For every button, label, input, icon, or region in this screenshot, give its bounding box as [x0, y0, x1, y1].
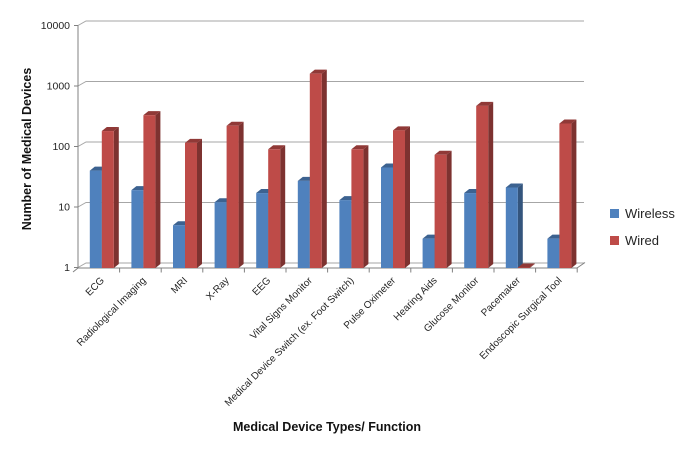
legend: Wireless Wired [610, 206, 675, 260]
bar-wired-7-side [405, 126, 410, 268]
gridline [77, 20, 584, 26]
x-category-label: ECG [84, 275, 107, 298]
bar-wireless-3 [214, 202, 227, 268]
bar-wired-2-side [197, 138, 202, 268]
x-category-label: Radiological Imaging [75, 275, 148, 348]
bar-wired-4 [268, 149, 281, 268]
bar-wired-0-side [113, 127, 119, 268]
bar-wired-5-top [309, 69, 327, 74]
origin-bevel [72, 267, 79, 273]
y-tick-label: 1 [64, 262, 70, 274]
legend-label-wired: Wired [625, 232, 659, 248]
bar-wired-3-top [226, 121, 244, 126]
bar-wireless-1 [131, 190, 144, 268]
wired-series-swatch [610, 235, 619, 245]
bar-wired-5 [309, 73, 322, 268]
y-tick-label: 1000 [47, 81, 71, 93]
bar-wireless-4 [256, 193, 269, 268]
bar-wired-4-side [280, 145, 286, 268]
bar-wired-9-top [476, 101, 494, 106]
bar-wired-8-side [446, 150, 452, 268]
bar-wired-6-top [351, 145, 369, 150]
wireless-series-swatch [610, 208, 619, 218]
bar-wired-2 [185, 142, 197, 268]
bar-wired-1-top [143, 111, 161, 116]
x-category-label: Pacemaker [479, 275, 523, 319]
bar-wired-7-top [393, 126, 410, 131]
x-category-label: EEG [251, 275, 274, 298]
legend-item-wired: Wired [610, 232, 675, 248]
y-tick-label: 10000 [41, 20, 70, 32]
x-category-label: MRI [169, 275, 190, 296]
bar-wired-10-side [529, 263, 535, 268]
y-tick-label: 100 [52, 141, 70, 153]
bar-wireless-0 [89, 170, 102, 268]
bar-wired-8-top [434, 150, 452, 155]
bar-wired-10-top [517, 263, 535, 268]
bar-wired-10 [517, 267, 530, 268]
x-category-label: X-Ray [204, 275, 231, 302]
bar-wireless-8 [422, 238, 435, 268]
bar-wireless-7 [381, 167, 393, 268]
bar-wireless-10 [505, 187, 518, 268]
x-category-label: Endoscopic Surgical Tool [478, 275, 565, 362]
bar-wired-5-side [321, 69, 327, 268]
legend-item-wireless: Wireless [610, 205, 675, 221]
bar-wired-7 [393, 130, 405, 268]
floor-right-edge [576, 262, 586, 269]
y-tick-label: 10 [58, 202, 70, 214]
bar-wired-9-side [488, 101, 494, 269]
bar-wireless-9 [464, 193, 477, 268]
bar-wired-6-side [363, 145, 369, 268]
bar-wired-9 [476, 105, 489, 269]
bar-wired-11-top [559, 119, 577, 124]
y-axis-title: Number of Medical Devices [20, 67, 34, 231]
gridline [77, 202, 584, 208]
bar-wireless-11 [547, 238, 560, 268]
bar-wireless-10-top [505, 183, 523, 188]
x-axis-title: Medical Device Types/ Function [232, 420, 421, 434]
gridline [77, 141, 584, 147]
bar-wired-0-top [101, 127, 119, 132]
bar-wireless-2 [173, 225, 185, 268]
bar-wired-2-top [185, 138, 202, 143]
bar-wired-1 [143, 115, 156, 268]
bar-wireless-6 [339, 200, 352, 268]
bar-wired-8 [434, 154, 447, 268]
bar-wireless-5 [297, 180, 310, 268]
bar-wired-4-top [268, 145, 286, 150]
legend-label-wireless: Wireless [625, 205, 675, 221]
gridline [77, 262, 584, 268]
bar-wired-3-side [238, 121, 244, 269]
gridline [77, 81, 584, 87]
bar-wired-3 [226, 125, 239, 269]
bar-wireless-10-side [517, 183, 523, 268]
bar-wired-1-side [155, 111, 161, 268]
bar-wired-11 [559, 123, 572, 268]
bar-wired-11-side [571, 119, 577, 268]
bar-wired-0 [101, 131, 114, 268]
bar-wired-6 [351, 149, 364, 268]
